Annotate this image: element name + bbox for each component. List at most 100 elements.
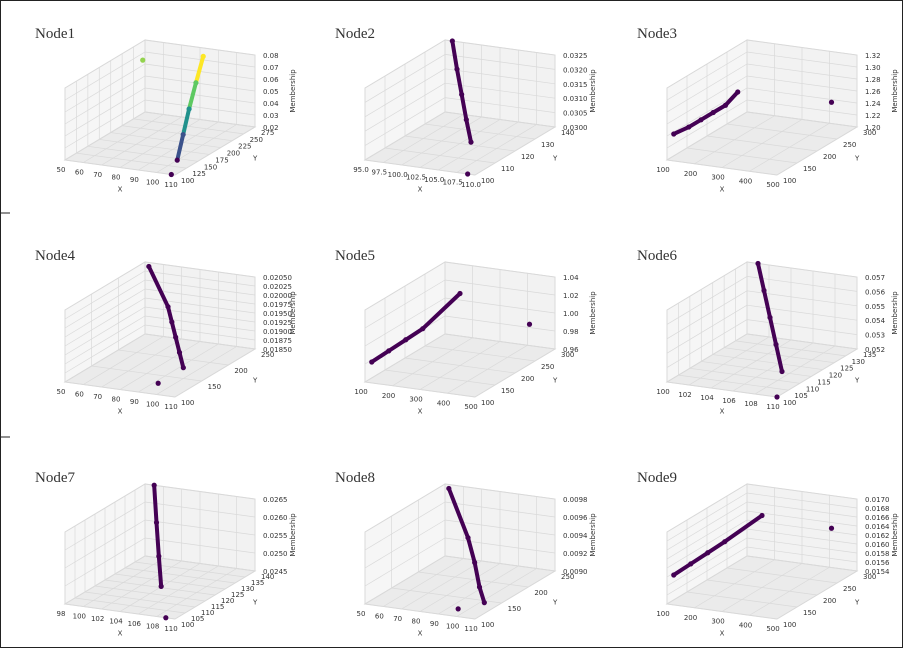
x-tick-label: 98 — [57, 610, 66, 618]
gridline — [364, 519, 446, 569]
gridline — [666, 99, 748, 149]
gridline — [119, 341, 201, 390]
gridline — [666, 111, 748, 161]
x-tick-label: 400 — [739, 621, 752, 629]
data-point — [779, 368, 785, 375]
z-tick-label: 0.01900 — [263, 328, 292, 336]
y-tick-label: 225 — [238, 143, 251, 151]
gridline — [76, 152, 187, 169]
gridline — [726, 123, 838, 140]
z-tick-label: 0.01925 — [263, 319, 292, 327]
data-point — [454, 66, 460, 72]
y-tick-label: 100 — [481, 177, 494, 185]
z-tick-label: 0.0170 — [865, 496, 890, 504]
x-axis-label: X — [418, 408, 423, 416]
x-axis-label: X — [720, 186, 725, 194]
data-point — [761, 287, 767, 294]
data-trail — [705, 539, 727, 555]
gridline — [746, 276, 858, 292]
data-point — [755, 260, 761, 267]
gridline — [364, 501, 446, 551]
data-trail — [459, 92, 469, 122]
gridline — [144, 39, 256, 56]
gridline — [122, 125, 233, 142]
gridline — [64, 483, 146, 533]
z-tick-label: 1.30 — [865, 64, 881, 72]
y-tick-label: 200 — [534, 589, 547, 597]
z-tick-label: 0.0158 — [865, 550, 890, 558]
y-axis-label: Y — [252, 599, 258, 607]
x-tick-label: 110.0 — [461, 181, 481, 189]
gridline — [746, 87, 858, 104]
gridline — [364, 68, 446, 118]
gridline — [138, 343, 219, 393]
data-trail — [464, 117, 473, 145]
z-tick-label: 1.00 — [563, 310, 579, 318]
z-tick-label: 1.28 — [865, 76, 881, 84]
x-tick-label: 100 — [73, 613, 86, 621]
data-point — [686, 124, 692, 130]
gridline — [746, 63, 858, 80]
gridline — [686, 591, 798, 608]
z-tick-label: 1.26 — [865, 88, 881, 96]
gridline — [364, 603, 476, 620]
y-tick-label: 300 — [863, 573, 876, 581]
y-tick-label: 110 — [501, 165, 514, 173]
data-trail — [756, 261, 766, 293]
z-tick-label: 0.052 — [865, 346, 885, 354]
gridline — [144, 75, 256, 92]
y-tick-label: 250 — [261, 351, 274, 359]
gridline — [64, 501, 146, 551]
data-point — [176, 349, 183, 356]
gridline — [144, 306, 256, 323]
x-tick-label: 100 — [656, 388, 669, 396]
data-trail — [774, 342, 784, 374]
gridline — [64, 87, 146, 137]
gridline — [712, 354, 823, 370]
z-tick-label: 0.96 — [563, 346, 579, 354]
gridline — [144, 288, 256, 305]
gridline — [444, 261, 556, 278]
y-tick-label: 150 — [204, 163, 217, 171]
gridline — [64, 288, 146, 338]
x-tick-label: 200 — [382, 392, 395, 400]
z-tick-label: 0.0260 — [263, 514, 288, 522]
gridline — [64, 279, 146, 329]
y-tick-label: 175 — [215, 156, 228, 164]
z-tick-label: 0.02050 — [263, 274, 292, 282]
data-point — [688, 561, 694, 567]
z-tick-label: 0.0315 — [563, 81, 588, 89]
gridline — [64, 63, 146, 113]
z-tick-label: 0.01950 — [263, 310, 292, 318]
x-tick-label: 60 — [375, 613, 384, 621]
chart-panel-4: Node4 50 60 70 80 90 100 110 100 150 200 2500.01850… — [35, 248, 297, 416]
z-tick-label: 0.054 — [865, 317, 886, 325]
gridline — [364, 54, 446, 103]
y-tick-label: 300 — [863, 129, 876, 137]
gridline — [444, 68, 556, 85]
gridline — [444, 555, 556, 572]
x-axis-label: X — [118, 408, 123, 416]
z-tick-label: 0.0245 — [263, 568, 288, 576]
z-tick-label: 0.0305 — [563, 110, 588, 118]
data-trail — [177, 350, 186, 370]
y-tick-label: 200 — [521, 375, 534, 383]
gridline — [666, 381, 778, 398]
z-axis-label: Membership — [589, 69, 597, 113]
y-tick-label: 200 — [234, 367, 247, 375]
gridline — [666, 492, 748, 542]
x-tick-label: 104 — [700, 394, 714, 402]
gridline — [144, 315, 256, 332]
data-point — [463, 117, 469, 123]
data-point — [169, 319, 175, 325]
gridline — [686, 147, 798, 164]
gridline — [746, 261, 858, 278]
z-tick-label: 1.20 — [865, 124, 881, 132]
gridline — [666, 51, 748, 101]
gridline — [156, 346, 237, 395]
gridline — [444, 297, 556, 314]
gridline — [746, 519, 858, 536]
